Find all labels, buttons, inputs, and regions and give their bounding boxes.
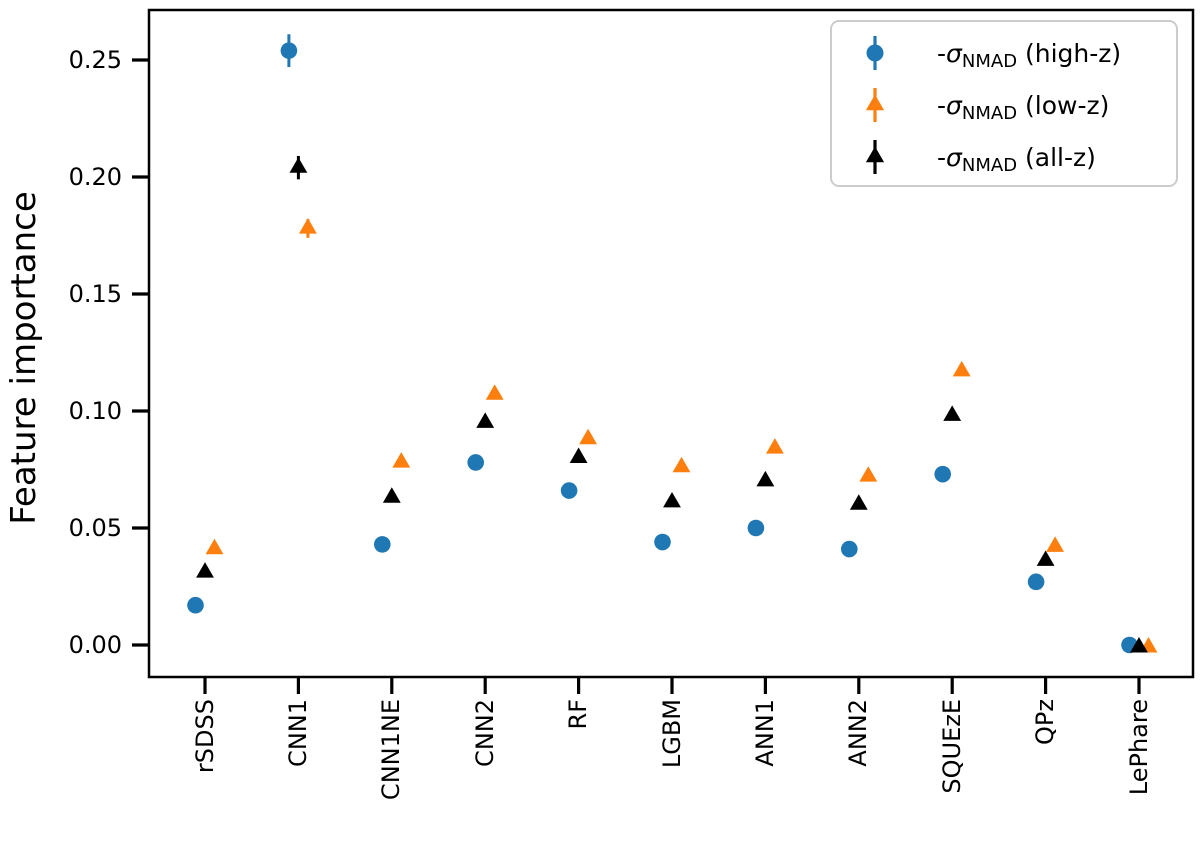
data-point-circle xyxy=(841,540,858,558)
legend-label: -σNMAD (high-z) xyxy=(937,38,1122,72)
data-point-triangle xyxy=(569,447,588,463)
data-point-circle xyxy=(1027,573,1045,591)
x-tick-label: QPz xyxy=(1031,699,1060,745)
y-tick-label: 0.20 xyxy=(68,163,122,191)
y-tick-label: 0.00 xyxy=(68,631,122,659)
data-point-triangle xyxy=(196,562,214,578)
x-tick-label: rSDSS xyxy=(190,699,219,774)
data-point-triangle xyxy=(849,494,868,510)
x-tick-label: RF xyxy=(564,699,593,730)
data-point-triangle xyxy=(298,218,317,234)
data-point-triangle xyxy=(205,538,224,555)
series-circle xyxy=(187,34,1138,654)
data-point-circle xyxy=(560,482,578,499)
x-tick-label: ANN2 xyxy=(844,699,873,767)
data-point-triangle xyxy=(289,157,308,173)
legend-marker-triangle xyxy=(865,88,885,122)
legend-triangle-icon xyxy=(865,146,885,163)
y-tick-label: 0.15 xyxy=(68,280,122,308)
x-tick-label: SQUEzE xyxy=(937,699,966,794)
data-point-circle xyxy=(187,596,204,614)
data-point-triangle xyxy=(579,428,598,445)
x-tick-label: CNN1NE xyxy=(377,699,406,801)
x-tick-label: CNN2 xyxy=(470,699,499,767)
legend-entry: -σNMAD (high-z) xyxy=(842,27,1176,79)
y-tick-label: 0.05 xyxy=(68,514,122,542)
legend-entry: -σNMAD (low-z) xyxy=(842,79,1176,131)
data-point-triangle xyxy=(1046,536,1065,552)
x-tick-label: CNN1 xyxy=(283,699,312,767)
data-point-triangle xyxy=(382,487,401,503)
data-point-triangle xyxy=(1036,550,1055,566)
x-tick-label: LePhare xyxy=(1124,699,1153,796)
y-tick-label: 0.10 xyxy=(68,397,122,425)
legend-label: -σNMAD (all-z) xyxy=(937,142,1096,176)
data-point-triangle xyxy=(943,405,962,421)
data-point-triangle xyxy=(672,456,691,473)
data-point-triangle xyxy=(756,470,775,487)
data-point-circle xyxy=(280,42,298,59)
x-tick-label: ANN1 xyxy=(750,699,779,767)
data-point-triangle xyxy=(663,491,681,508)
y-tick-label: 0.25 xyxy=(68,46,122,74)
series-triangle xyxy=(196,155,1148,653)
data-point-triangle xyxy=(859,466,878,482)
legend-triangle-icon xyxy=(865,94,885,111)
legend-circle-icon xyxy=(866,44,884,62)
data-point-circle xyxy=(374,536,391,553)
legend-label: -σNMAD (low-z) xyxy=(937,90,1110,124)
data-point-triangle xyxy=(392,452,411,468)
data-point-triangle xyxy=(476,412,495,428)
legend-marker-circle xyxy=(866,36,884,70)
data-point-triangle xyxy=(485,384,504,400)
series-triangle xyxy=(205,218,1158,653)
legend-box: -σNMAD (high-z) -σNMAD (low-z) -σNMAD (all… xyxy=(830,20,1178,187)
data-point-circle xyxy=(467,454,485,471)
data-point-triangle xyxy=(952,360,971,377)
data-point-circle xyxy=(654,533,671,551)
data-point-triangle xyxy=(765,438,784,454)
legend-entry: -σNMAD (all-z) xyxy=(842,131,1176,183)
data-point-circle xyxy=(934,465,951,483)
x-tick-label: LGBM xyxy=(657,699,686,769)
data-point-circle xyxy=(747,519,765,537)
legend-marker-triangle xyxy=(865,140,885,174)
data-point-triangle xyxy=(1130,637,1148,653)
